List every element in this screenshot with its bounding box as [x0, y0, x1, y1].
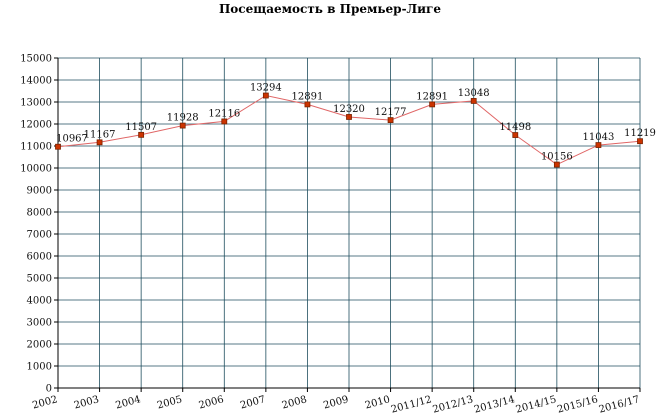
data-point-markers: [55, 92, 643, 168]
data-label: 11219: [624, 128, 656, 139]
chart-title: Посещаемость в Премьер-Лиге: [218, 2, 442, 16]
x-tick-label: 2005: [156, 394, 183, 411]
data-point: [387, 117, 394, 124]
y-tick-label: 7000: [27, 230, 52, 241]
data-label: 12177: [375, 107, 407, 118]
data-point: [179, 122, 186, 129]
y-tick-label: 12000: [20, 120, 52, 131]
y-tick-label: 14000: [20, 76, 52, 87]
data-point: [346, 114, 352, 120]
y-tick-label: 6000: [27, 252, 52, 263]
data-point: [96, 139, 103, 146]
data-label: 11167: [84, 129, 116, 140]
data-label: 11498: [499, 122, 531, 133]
x-tick-label: 2012/13: [432, 394, 475, 415]
data-point: [304, 101, 311, 108]
y-tick-label: 10000: [20, 164, 52, 175]
data-point: [512, 132, 519, 138]
x-axis-tick-labels: 2002 2003 2004 2005 2006 2007 2008 2009 20102011…: [31, 394, 640, 415]
y-tick-label: 3000: [27, 318, 52, 329]
x-tick-label: 2016/17: [598, 394, 641, 415]
data-label: 13294: [250, 83, 282, 94]
x-tick-label: 2014/15: [515, 394, 558, 415]
y-axis-tick-labels: 0 1000 2000 3000 4000 5000 6000 7000 8000 9000 100…: [20, 54, 52, 395]
y-tick-label: 2000: [27, 340, 52, 351]
data-point: [55, 143, 61, 150]
y-tick-label: 11000: [20, 142, 52, 153]
y-tick-label: 15000: [20, 54, 52, 65]
x-tick-label: 2009: [322, 394, 349, 411]
data-point: [470, 98, 477, 104]
data-point: [429, 101, 436, 108]
data-label: 12891: [416, 91, 448, 102]
x-tick-label: 2010: [364, 394, 391, 411]
x-tick-label: 2007: [239, 394, 266, 411]
x-tick-label: 2006: [198, 394, 225, 411]
data-label: 12320: [333, 104, 365, 115]
y-tick-label: 1000: [27, 362, 52, 373]
x-tick-label: 2013/14: [473, 394, 516, 415]
data-label: 12116: [208, 108, 240, 119]
data-label: 13048: [458, 88, 490, 99]
x-tick-label: 2008: [281, 394, 308, 411]
data-label: 10967: [56, 134, 88, 145]
data-point: [262, 92, 269, 99]
y-tick-label: 0: [46, 384, 52, 395]
y-tick-label: 8000: [27, 208, 52, 219]
data-point: [138, 131, 145, 138]
y-tick-label: 9000: [27, 186, 52, 197]
data-point: [637, 138, 643, 145]
data-point: [595, 142, 602, 148]
y-tick-label: 13000: [20, 98, 52, 109]
data-label: 11928: [167, 113, 199, 124]
x-tick-label: 2015/16: [556, 394, 599, 415]
x-tick-label: 2002: [31, 394, 58, 411]
y-tick-label: 4000: [27, 296, 52, 307]
data-label: 10156: [541, 152, 573, 163]
grid-lines: [54, 57, 641, 392]
data-label: 11043: [583, 132, 615, 143]
data-label: 12891: [292, 91, 324, 102]
x-tick-label: 2011/12: [390, 394, 433, 415]
data-point: [221, 118, 228, 125]
x-tick-label: 2003: [73, 394, 100, 411]
y-tick-label: 5000: [27, 274, 52, 285]
data-point: [553, 161, 560, 168]
data-label: 11507: [125, 122, 157, 133]
x-tick-label: 2004: [114, 394, 141, 411]
